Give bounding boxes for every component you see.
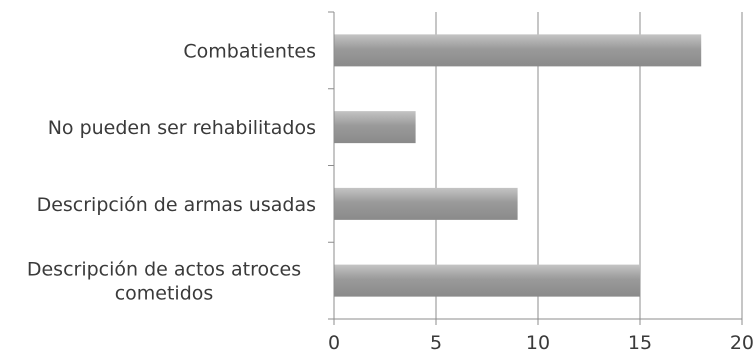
category-label-0: Combatientes xyxy=(183,40,316,62)
x-tick-label-10: 10 xyxy=(526,332,550,354)
bar-3 xyxy=(334,264,640,297)
category-label-2: Descripción de armas usadas xyxy=(37,194,316,216)
x-tick-label-20: 20 xyxy=(730,332,754,354)
category-label-3-line-1: cometidos xyxy=(115,283,214,305)
category-label-3: Descripción de actos atroces cometidos xyxy=(27,259,301,305)
x-tick-labels: 0 5 10 15 20 xyxy=(328,332,754,354)
x-tick-label-0: 0 xyxy=(328,332,340,354)
axes xyxy=(328,11,743,325)
x-tick-label-5: 5 xyxy=(430,332,442,354)
x-tick-label-15: 15 xyxy=(628,332,652,354)
bar-1 xyxy=(334,111,416,144)
category-label-0-line-0: Combatientes xyxy=(183,40,316,62)
category-label-3-line-0: Descripción de actos atroces xyxy=(27,259,301,281)
bar-2 xyxy=(334,187,518,220)
bars xyxy=(334,34,702,297)
category-label-2-line-0: Descripción de armas usadas xyxy=(37,194,316,216)
bar-0 xyxy=(334,34,702,67)
category-labels: Combatientes No pueden ser rehabilitados D… xyxy=(27,40,316,304)
category-label-1-line-0: No pueden ser rehabilitados xyxy=(48,117,316,139)
category-label-1: No pueden ser rehabilitados xyxy=(48,117,316,139)
